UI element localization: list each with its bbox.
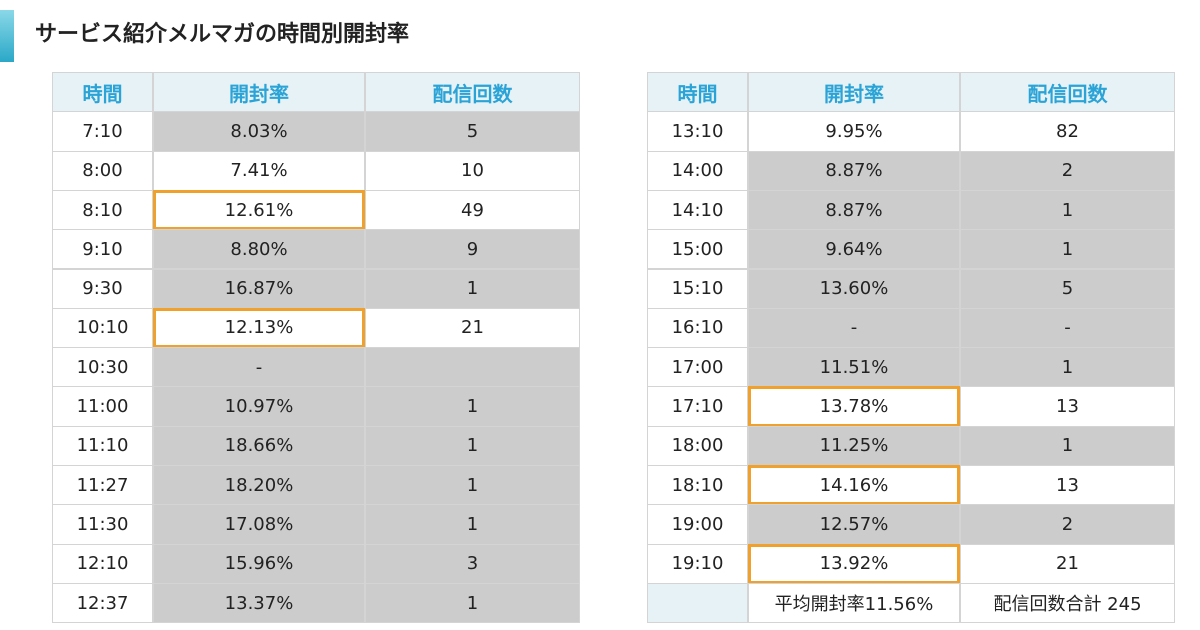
table-cell: 10:30 <box>52 347 153 388</box>
table-cell: 12.61% <box>153 189 365 231</box>
table-cell: 1 <box>960 189 1175 231</box>
table-cell: 3 <box>365 543 580 584</box>
table-cell: 11.51% <box>748 347 960 388</box>
table-cell: 16:10 <box>647 307 748 349</box>
table-cell: 8.87% <box>748 150 960 191</box>
table-cell: 82 <box>960 111 1175 152</box>
table-cell: 1 <box>960 347 1175 388</box>
table-cell: 9:30 <box>52 268 153 309</box>
table-cell: 1 <box>960 425 1175 466</box>
table-cell: 16.87% <box>153 268 365 309</box>
table-cell: 7:10 <box>52 111 153 152</box>
table-cell: 13 <box>960 386 1175 427</box>
footer-cell <box>647 582 748 624</box>
table-cell: 11:27 <box>52 465 153 506</box>
table-cell: 12.57% <box>748 504 960 545</box>
column-header: 開封率 <box>748 72 960 113</box>
table-cell: 18:00 <box>647 425 748 466</box>
table-cell: 13 <box>960 465 1175 506</box>
table-cell: 13.60% <box>748 268 960 309</box>
table-cell: 15.96% <box>153 543 365 584</box>
table-cell: 17:00 <box>647 347 748 388</box>
table-cell: 14:10 <box>647 189 748 231</box>
table-cell: 5 <box>960 268 1175 309</box>
table-cell: 21 <box>960 543 1175 584</box>
table-cell: 2 <box>960 150 1175 191</box>
column-header: 配信回数 <box>365 72 580 113</box>
table-cell: 1 <box>365 386 580 427</box>
table-cell: 1 <box>365 425 580 466</box>
table-cell: 18.66% <box>153 425 365 466</box>
table-cell: 18:10 <box>647 465 748 506</box>
table-cell: 11:10 <box>52 425 153 466</box>
table-cell: 19:10 <box>647 543 748 584</box>
table-cell: 1 <box>365 268 580 309</box>
table-cell: 10:10 <box>52 307 153 349</box>
table-cell: 9 <box>365 229 580 270</box>
table-cell: 8.87% <box>748 189 960 231</box>
title-accent <box>0 10 14 62</box>
table-cell: 15:10 <box>647 268 748 309</box>
footer-cell: 平均開封率11.56% <box>748 582 960 624</box>
table-cell: 49 <box>365 189 580 231</box>
table-cell: 7.41% <box>153 150 365 191</box>
column-header: 時間 <box>52 72 153 113</box>
table-cell: 1 <box>960 229 1175 270</box>
table-cell: - <box>153 347 365 388</box>
table-cell: 1 <box>365 504 580 545</box>
table-cell: 11:00 <box>52 386 153 427</box>
table-cell: 11:30 <box>52 504 153 545</box>
table-cell: 13:10 <box>647 111 748 152</box>
table-cell: 8:00 <box>52 150 153 191</box>
table-cell <box>365 347 580 388</box>
table-cell: 12:37 <box>52 582 153 624</box>
table-cell: 8:10 <box>52 189 153 231</box>
table-cell: 14:00 <box>647 150 748 191</box>
column-header: 開封率 <box>153 72 365 113</box>
table-cell: 13.92% <box>748 543 960 584</box>
table-cell: 5 <box>365 111 580 152</box>
table-cell: 2 <box>960 504 1175 545</box>
page-title: サービス紹介メルマガの時間別開封率 <box>35 22 410 47</box>
table-cell: 10 <box>365 150 580 191</box>
column-header: 時間 <box>647 72 748 113</box>
table-cell: 21 <box>365 307 580 349</box>
table-cell: 9.64% <box>748 229 960 270</box>
table-cell: 14.16% <box>748 465 960 506</box>
table-cell: - <box>748 307 960 349</box>
table-cell: 13.37% <box>153 582 365 624</box>
table-cell: 9:10 <box>52 229 153 270</box>
table-cell: 17.08% <box>153 504 365 545</box>
table-cell: 18.20% <box>153 465 365 506</box>
table-cell: 12:10 <box>52 543 153 584</box>
table-cell: 8.80% <box>153 229 365 270</box>
table-cell: 1 <box>365 465 580 506</box>
footer-cell: 配信回数合計 245 <box>960 582 1175 624</box>
table-cell: 13.78% <box>748 386 960 427</box>
table-cell: 10.97% <box>153 386 365 427</box>
table-cell: 9.95% <box>748 111 960 152</box>
table-cell: 12.13% <box>153 307 365 349</box>
table-cell: 15:00 <box>647 229 748 270</box>
table-cell: 8.03% <box>153 111 365 152</box>
table-cell: - <box>960 307 1175 349</box>
table-cell: 1 <box>365 582 580 624</box>
table-cell: 17:10 <box>647 386 748 427</box>
column-header: 配信回数 <box>960 72 1175 113</box>
table-cell: 11.25% <box>748 425 960 466</box>
table-cell: 19:00 <box>647 504 748 545</box>
